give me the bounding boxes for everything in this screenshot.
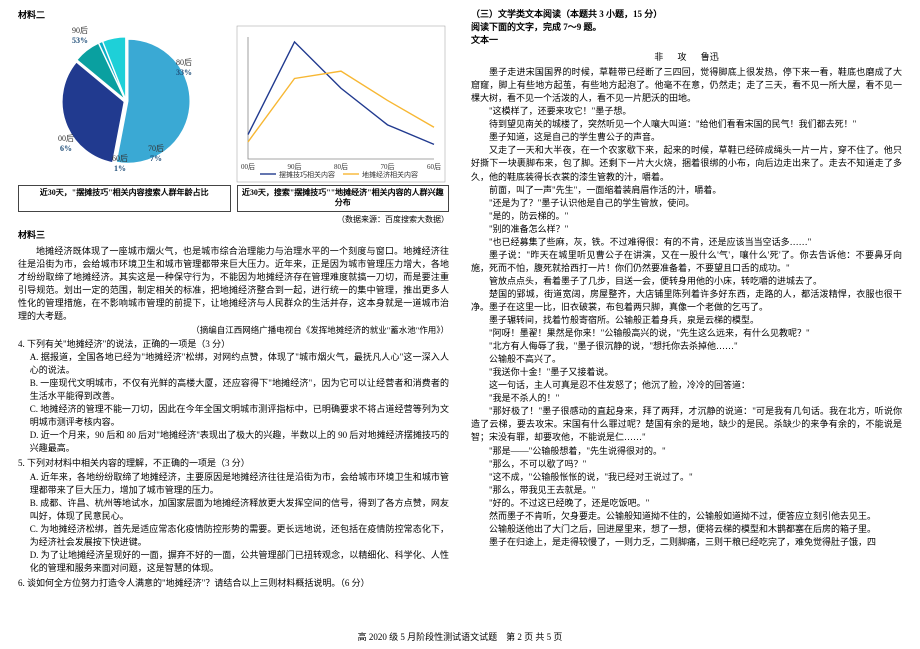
article-paragraph: "我是不杀人的！" [471,392,902,405]
article-paragraph: "那是——"公输般想着，"先生说得很对的。" [471,445,902,458]
svg-text:90后: 90后 [288,162,302,171]
article-paragraph: "我送你十金！"墨子又接着说。 [471,366,902,379]
svg-text:33%: 33% [176,68,192,77]
heading-material2: 材料二 [18,8,449,21]
text-label: 文本一 [471,34,902,47]
q4-opt-b: B. 一座现代文明城市，不仅有光鲜的高楼大厦，还应容得下"地摊经济"，因为它可以… [18,377,449,403]
article-paragraph: 墨子走进宋国国界的时候，草鞋带已经断了三四回，觉得脚底上很发热，停下来一看，鞋底… [471,66,902,105]
q4-opt-a: A. 据报道，全国各地已经为"地摊经济"松绑，对网约点赞，体现了"城市烟火气，最… [18,351,449,377]
article-paragraph: "好的。不过这已经晚了，还是吃饭吧。" [471,497,902,510]
q5-opt-b: B. 成都、许昌、杭州等地试水，加国家层面为地摊经济释放更大发挥空间的信号，得到… [18,497,449,523]
article-body: 墨子走进宋国国界的时候，草鞋带已经断了三四回，觉得脚底上很发热，停下来一看，鞋底… [471,66,902,549]
caption-right: 近30天，搜索"摆摊技巧""地摊经济"相关内容的人群兴趣分布 [237,185,450,212]
article-paragraph: 公输般送他出了大门之后，回进屋里来，想了一想，便将云梯的模型和木鹊都塞在后房的箱… [471,523,902,536]
article-paragraph: "是的，防云梯的。" [471,210,902,223]
left-column: 材料二 90后53%80后33%70后7%60后1%00后6% 00后90后80… [18,8,449,620]
article-paragraph: 这一句话，主人可真是忍不住发怒了；他沉了脸，冷冷的回答道： [471,379,902,392]
article-paragraph: "也已经募集了些麻，灰，铁。不过难得很：有的不肯，还是应该当当空话多……" [471,236,902,249]
q5-opt-d: D. 为了让地摊经济呈现好的一面，摒弃不好的一面，公共管理部门已扭转观念，以精细… [18,549,449,575]
source-line: （数据来源：百度搜索大数据） [18,214,449,225]
caption-left: 近30天，"摆摊技巧"相关内容搜索人群年龄占比 [18,185,231,212]
article-paragraph: "阿呀！墨翟！果然是你来！"公输般高兴的说，"先生这么远来，有什么见教呢？" [471,327,902,340]
m3-para1: 地摊经济既体现了一座城市烟火气，也是城市综合治理能力与治理水平的一个刻度与窗口。… [18,245,449,323]
svg-text:00后: 00后 [241,162,255,171]
svg-text:1%: 1% [114,164,126,173]
svg-text:70后: 70后 [148,143,164,153]
right-column: （三）文学类文本阅读（本题共 3 小题，15 分） 阅读下面的文字，完成 7～9… [471,8,902,620]
article-paragraph: 待到望见南关的城楼了，突然听见一个人嚷大叫道："给他们看看宋国的民气！我们都去死… [471,118,902,131]
svg-text:00后: 00后 [58,133,74,143]
article-paragraph: "这模样了，还要来攻它！"墨子想。 [471,105,902,118]
article-paragraph: "那好极了！"墨子很感动的直起身来，拜了两拜，才沉静的说道："可是我有几句话。我… [471,405,902,444]
article-paragraph: 楚国的郢城，街道宽阔，房屋整齐，大店铺里陈列着许多好东西，走路的人，都活泼精悍，… [471,288,902,314]
article-paragraph: 管放点点头，看着墨子了几步，目送一会，便转身用他的小床，转吃嚼的进城去了。 [471,275,902,288]
caption-row: 近30天，"摆摊技巧"相关内容搜索人群年龄占比 近30天，搜索"摆摊技巧""地摊… [18,185,449,212]
svg-text:80后: 80后 [176,57,192,67]
article-paragraph: "还是为了？"墨子认识他是自己的学生管放，使问。 [471,197,902,210]
article-paragraph: "那么，不可以歇了吗？" [471,458,902,471]
article-paragraph: 墨子说："昨天在城里听见曹公子在讲演，又在一股什么'气'，嚷什么'死'了。你去告… [471,249,902,275]
q4-opt-d: D. 近一个月来，90 后和 80 后对"地摊经济"表现出了极大的兴趣，半数以上… [18,429,449,455]
svg-text:地摊经济相关内容: 地摊经济相关内容 [362,170,418,179]
article-paragraph: "北方有人侮辱了我，"墨子很沉静的说，"想托你去杀掉他……" [471,340,902,353]
q6-stem: 6. 谈如何全方位努力打造令人满意的"地摊经济"？请结合以上三则材料概括说明。（… [18,577,449,590]
q4-stem: 4. 下列有关"地摊经济"的说法，正确的一项是（3 分） [18,338,449,351]
read-instruction: 阅读下面的文字，完成 7～9 题。 [471,21,902,34]
pie-chart: 90后53% 80后33% 70后7% 60后1% 00后6% [18,25,230,183]
q5-stem: 5. 下列对材料中相关内容的理解，不正确的一项是（3 分） [18,457,449,470]
svg-text:70后: 70后 [381,162,395,171]
svg-text:摆摊技巧相关内容: 摆摊技巧相关内容 [279,170,335,179]
svg-text:7%: 7% [150,154,162,163]
page-columns: 材料二 90后53%80后33%70后7%60后1%00后6% 00后90后80… [0,0,920,620]
article-paragraph: 墨子知道，这是自己的学生曹公子的声音。 [471,131,902,144]
pie-svg: 90后53% 80后33% 70后7% 60后1% 00后6% [18,25,230,183]
section-label: （三）文学类文本阅读（本题共 3 小题，15 分） [471,8,902,21]
article-paragraph: 然而墨子不肯听，欠身要走。公输般知道拗不住的，公输般如道拗不过，便答应立刻引他去… [471,510,902,523]
svg-text:90后: 90后 [72,25,88,35]
author-text: 鲁迅 [701,52,719,62]
article-paragraph: 前面，叫了一声"先生"，一面缩着装肩眉作活的汁，嚼着。 [471,184,902,197]
heading-material3: 材料三 [18,228,449,241]
svg-text:53%: 53% [72,36,88,45]
article-paragraph: 墨子辗转间，找着竹般寄宿所。公输般正着身兵，泉是云梯的模型。 [471,314,902,327]
q5-opt-c: C. 为地摊经济松绑，首先是适应常态化疫情防控形势的需要。更长远地说，还包括在疫… [18,523,449,549]
svg-text:6%: 6% [60,144,72,153]
page-footer: 高 2020 级 5 月阶段性测试语文试题 第 2 页 共 5 页 [0,630,920,643]
article-paragraph: 公输般不高兴了。 [471,353,902,366]
svg-text:80后: 80后 [334,162,348,171]
q4-opt-c: C. 地摊经济的管理不能一刀切，因此在今年全国文明城市测评指标中，已明确要求不将… [18,403,449,429]
article-paragraph: "那么，带我见王去就是。" [471,484,902,497]
m3-attrib: （摘编自江西网络广播电视台《发挥地摊经济的就业"蓄水池"作用》） [18,324,449,336]
title-text: 非 攻 [654,52,692,62]
article-paragraph: 又走了一天和大半夜，在一个农家歇下来，起来的时候，草鞋已经碎成绳头一片一片，穿不… [471,144,902,183]
article-paragraph: 墨子在归途上，是走得较慢了，一则力乏，二则脚痛，三则干粮已经吃完了，难免觉得肚子… [471,536,902,549]
line-chart: 00后 90后 80后 70后 60后摆摊技巧相关内容 地摊经济相关内容 [236,25,446,183]
charts-row: 90后53%80后33%70后7%60后1%00后6% 00后90后80后70后… [18,25,449,183]
svg-text:60后: 60后 [112,153,128,163]
svg-text:60后: 60后 [427,162,441,171]
line-svg: 00后 90后 80后 70后 60后摆摊技巧相关内容 地摊经济相关内容 [236,25,446,183]
q5-opt-a: A. 近年来，各地纷纷取缔了地摊经济，主要原因是地摊经济往往是沿街为市，会给城市… [18,471,449,497]
article-paragraph: "别的准备怎么样？" [471,223,902,236]
article-paragraph: "这不成，"公输般怅怅的说，"我已经对王说过了。" [471,471,902,484]
article-title: 非 攻 鲁迅 [471,50,902,63]
